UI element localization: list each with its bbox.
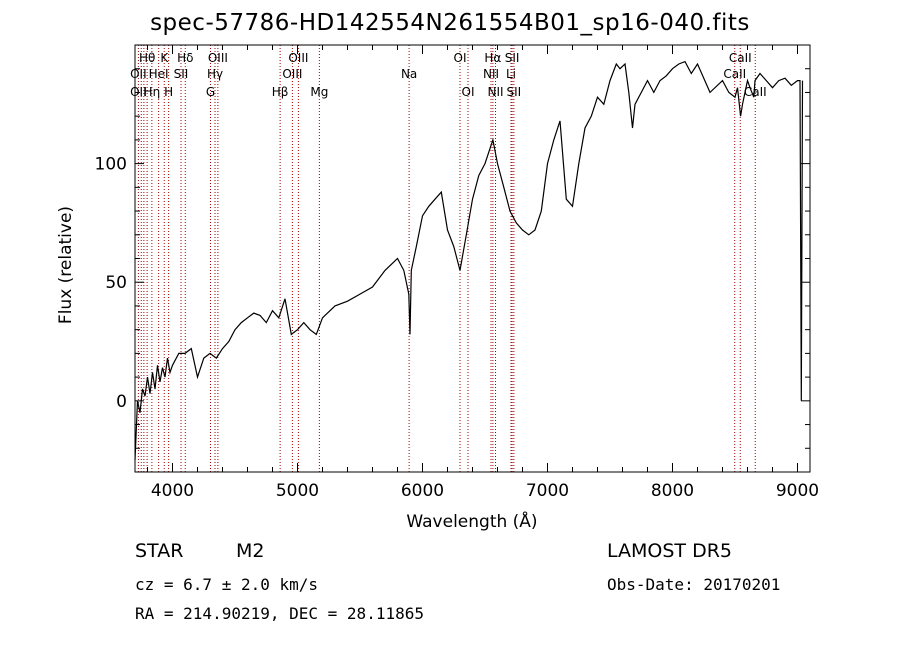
line-id-label: Hγ — [207, 67, 223, 81]
chart-title: spec-57786-HD142554N261554B01_sp16-040.f… — [150, 10, 750, 36]
x-tick-label: 4000 — [151, 481, 194, 501]
plot-frame — [134, 44, 811, 473]
line-id-label: SII — [174, 67, 189, 81]
line-id-label: NII — [487, 85, 503, 99]
x-tick-label: 6000 — [401, 481, 444, 501]
line-id-label: Hθ — [139, 51, 155, 65]
y-tick-label: 0 — [116, 392, 127, 412]
x-tick-label: 9000 — [776, 481, 819, 501]
line-id-label: OII — [130, 67, 147, 81]
coordinates: RA = 214.90219, DEC = 28.11865 — [135, 604, 424, 623]
y-tick-label: 50 — [105, 273, 127, 293]
line-id-label: Li — [506, 67, 516, 81]
line-id-label: Hδ — [177, 51, 193, 65]
line-id-label: Hβ — [272, 85, 289, 99]
survey-name: LAMOST DR5 — [607, 540, 732, 562]
line-id-label: H — [164, 85, 173, 99]
line-id-label: Na — [401, 67, 417, 81]
spectrum-line — [134, 60, 804, 461]
line-id-label: CaII — [729, 51, 752, 65]
line-id-label: OI — [454, 51, 467, 65]
x-tick-label: 5000 — [276, 481, 319, 501]
subclass: M2 — [236, 540, 265, 562]
line-id-label: G — [206, 85, 215, 99]
line-id-label: NII — [483, 67, 499, 81]
obs-date: Obs-Date: 20170201 — [607, 575, 781, 594]
line-id-label: OIII — [288, 51, 308, 65]
redshift-cz: cz = 6.7 ± 2.0 km/s — [135, 575, 319, 594]
x-axis-label: Wavelength (Å) — [406, 512, 538, 532]
y-tick-label: 100 — [95, 155, 127, 175]
line-id-label: Mg — [310, 85, 328, 99]
line-id-label: Hη — [144, 85, 161, 99]
line-id-label: OII — [130, 85, 147, 99]
line-id-label: CaII — [744, 85, 767, 99]
line-id-label: CaII — [723, 67, 746, 81]
line-id-label: Hα — [484, 51, 501, 65]
object-type: STAR — [135, 540, 184, 562]
y-axis-label: Flux (relative) — [56, 205, 76, 325]
line-id-label: OI — [462, 85, 475, 99]
x-tick-label: 7000 — [526, 481, 569, 501]
line-id-label: HeI — [149, 67, 169, 81]
line-id-label: OIII — [282, 67, 302, 81]
line-id-label: SII — [507, 85, 522, 99]
line-id-label: SII — [505, 51, 520, 65]
x-tick-label: 8000 — [651, 481, 694, 501]
line-id-label: OIII — [208, 51, 228, 65]
line-id-label: K — [160, 51, 169, 65]
